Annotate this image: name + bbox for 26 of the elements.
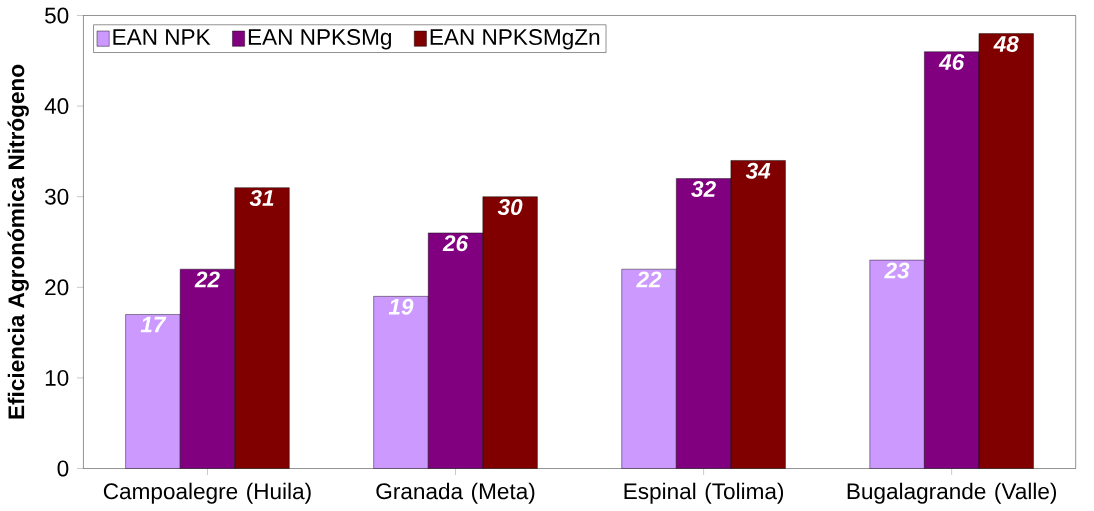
y-tick-label: 20 (45, 279, 69, 296)
data-label: 32 (691, 180, 716, 197)
x-tick-label: Bugalagrande (Valle) (847, 482, 1057, 504)
legend-label: EAN NPKSMg (248, 28, 391, 50)
y-tick-label: 40 (44, 97, 69, 114)
data-label: 34 (745, 162, 771, 179)
data-label: 30 (497, 198, 523, 215)
legend-label: EAN NPKSMgZn (430, 28, 600, 50)
y-tick-label: 0 (57, 460, 69, 477)
legend-label: EAN NPK (113, 29, 211, 45)
data-label: 17 (140, 316, 167, 333)
data-label: 23 (884, 262, 910, 279)
x-tick-label: Granada (Meta) (376, 482, 535, 504)
data-label: 48 (993, 35, 1019, 52)
data-label: 22 (636, 271, 662, 288)
data-label: 22 (194, 271, 220, 288)
y-tick-label: 50 (45, 7, 69, 24)
y-tick-label: 30 (44, 188, 69, 205)
data-label: 26 (442, 235, 469, 252)
y-axis-title: Eficiencia Agronómica Nitrógeno (7, 64, 29, 419)
x-tick-label: Campoalegre (Huila) (103, 482, 311, 504)
y-tick-label: 10 (45, 369, 69, 386)
x-tick-label: Espinal (Tolima) (624, 482, 784, 504)
data-label: 31 (249, 189, 274, 206)
data-label: 19 (388, 298, 414, 315)
data-label: 46 (938, 53, 965, 70)
